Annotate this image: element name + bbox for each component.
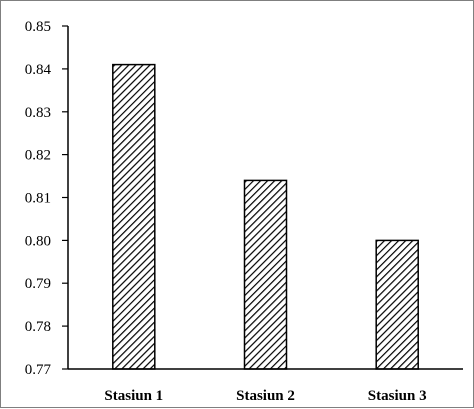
bar-1 [112,63,156,370]
bar-2 [243,179,288,370]
y-tick-label-0.78: 0.78 [25,319,51,335]
y-tick-label-0.83: 0.83 [25,105,51,121]
bars-layer [112,63,419,370]
x-tick-label-3: Stasiun 3 [368,388,427,404]
y-tick-label-0.79: 0.79 [25,276,51,292]
x-tick-label-1: Stasiun 1 [104,388,163,404]
bar-3 [375,239,419,370]
axis-layer [62,25,463,370]
x-tick-label-2: Stasiun 2 [236,388,295,404]
y-tick-label-0.81: 0.81 [25,191,51,207]
labels-layer: Stasiun 1 Stasiun 2 Stasiun 3 0.77 0.78 0.79 0… [25,19,427,404]
y-tick-label-0.82: 0.82 [25,148,51,164]
y-tick-label-0.77: 0.77 [25,362,52,378]
y-tick-label-0.85: 0.85 [25,19,51,35]
y-tick-label-0.84: 0.84 [25,62,52,78]
y-tick-label-0.80: 0.80 [25,233,51,249]
